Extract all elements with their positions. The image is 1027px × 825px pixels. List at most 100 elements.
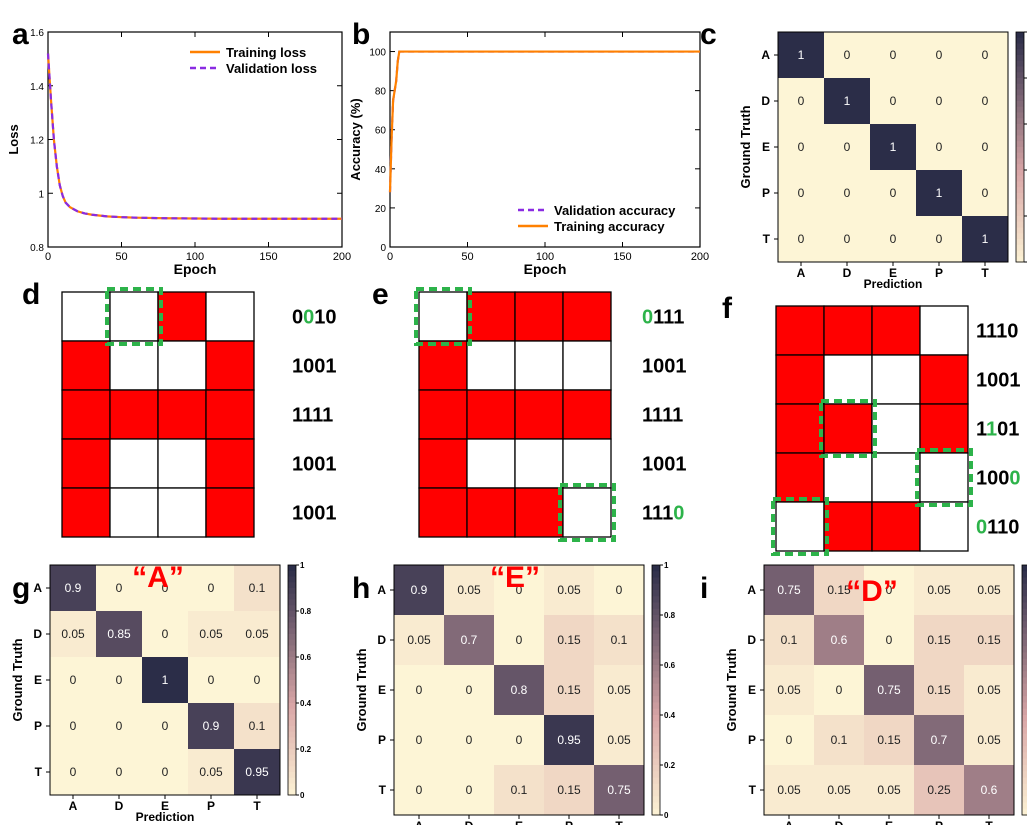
heat-cell: [814, 615, 864, 665]
grid-cell-off: [157, 487, 207, 538]
colorbar-step: [288, 703, 296, 710]
row-code-digit: 0: [314, 454, 325, 476]
heat-cell: [188, 749, 234, 795]
colorbar-tick-label: 0.2: [300, 745, 312, 754]
heat-cell: [964, 715, 1014, 765]
heat-cell-value: 0.9: [411, 583, 428, 597]
heat-cell: [544, 615, 594, 665]
x-tick-label: 0: [387, 251, 393, 263]
heat-cell: [870, 216, 916, 262]
y-category-label: A: [377, 583, 386, 597]
heat-cell-value: 0: [116, 673, 123, 687]
heat-cell: [96, 749, 142, 795]
heat-cell-value: 0: [836, 683, 843, 697]
heat-cell-value: 0: [798, 140, 805, 154]
row-code-digit: 0: [314, 356, 325, 378]
heat-cell: [234, 611, 280, 657]
grid-cell-off: [514, 438, 564, 489]
colorbar-step: [288, 576, 296, 583]
heat-cell: [864, 715, 914, 765]
heat-cell-value: 0.15: [927, 683, 951, 697]
y-axis-label: Accuracy (%): [348, 98, 363, 180]
heat-cell-value: 0.05: [877, 783, 901, 797]
heat-cell-value: 0: [982, 186, 989, 200]
colorbar-step: [1016, 175, 1024, 183]
colorbar-step: [652, 571, 660, 579]
heat-cell: [544, 765, 594, 815]
grid-cell-on: [562, 389, 612, 440]
y-tick-label: 1.2: [30, 136, 44, 147]
heat-cell-value: 0: [416, 733, 423, 747]
grid-cell-off: [418, 291, 468, 342]
y-tick-label: 0: [380, 243, 386, 254]
heat-cell: [964, 565, 1014, 615]
heatmap-g: 0.9 0 0 0 0.1 0.05 0.85 0 0.05 0.05 0 0 1 0 0 0 0 0 0.9 0.1…: [10, 561, 312, 824]
heat-cell-value: 0: [844, 232, 851, 246]
grid-cell-off: [871, 354, 921, 405]
heat-cell: [142, 657, 188, 703]
colorbar-step: [652, 577, 660, 585]
grid-cell-on: [871, 305, 921, 356]
heat-cell: [394, 665, 444, 715]
legend-label-0: Validation accuracy: [554, 203, 676, 218]
heat-cell: [764, 715, 814, 765]
colorbar-step: [1022, 596, 1027, 604]
colorbar-tick-label: 0.8: [300, 607, 312, 616]
heat-cell: [50, 565, 96, 611]
colorbar-step: [1022, 671, 1027, 679]
heat-cell: [914, 715, 964, 765]
heat-cell-value: 0: [982, 94, 989, 108]
y-tick-label: 1.6: [30, 28, 44, 39]
heatmap-i: 0.75 0.15 0 0.05 0.05 0.1 0.6 0 0.15 0.15 0.05 0 0.7…: [724, 564, 1027, 825]
colorbar-step: [652, 615, 660, 622]
row-code-digit: 1: [1009, 370, 1020, 392]
heat-cell-value: 0.75: [877, 683, 901, 697]
heat-cell-value: 0.05: [245, 627, 269, 641]
colorbar-step: [288, 651, 296, 658]
heat-cell-value: 0.05: [977, 733, 1001, 747]
colorbar-tick-label: 0.2: [664, 761, 676, 770]
heat-cell-value: 0.05: [557, 583, 581, 597]
heat-cell-value: 0.15: [557, 633, 581, 647]
colorbar-step: [652, 808, 660, 816]
heat-cell-value: 0.15: [877, 733, 901, 747]
heat-cell-value: 1: [798, 48, 805, 62]
y-category-label: P: [748, 733, 756, 747]
colorbar-step: [1022, 658, 1027, 666]
row-code: 1001: [976, 370, 1021, 392]
row-code: 1001: [292, 356, 337, 378]
heat-cell: [870, 32, 916, 78]
colorbar-step: [652, 783, 660, 791]
colorbar-step: [1016, 124, 1024, 131]
row-code-digit: 0: [673, 503, 684, 525]
row-code: 1110: [976, 321, 1018, 343]
heat-cell-value: 0.1: [511, 783, 528, 797]
heat-cell-value: 0.7: [931, 733, 948, 747]
grid-cell-off: [466, 438, 516, 489]
y-tick-label: 1.4: [30, 82, 44, 93]
x-category-label: P: [935, 819, 943, 825]
colorbar-step: [288, 588, 296, 595]
colorbar-step: [1016, 112, 1024, 119]
grid-cell-on: [775, 305, 825, 356]
grid-cell-on: [61, 487, 111, 538]
colorbar-step: [1016, 60, 1024, 68]
row-code-digit: 1: [986, 419, 997, 441]
heat-cell: [962, 216, 1008, 262]
colorbar-step: [1016, 89, 1024, 96]
colorbar-step: [288, 657, 296, 664]
heat-cell-value: 0.05: [457, 583, 481, 597]
row-code-digit: 1: [662, 405, 673, 427]
row-code-digit: 1: [986, 321, 997, 343]
colorbar-step: [1016, 256, 1024, 263]
colorbar-step: [1022, 583, 1027, 591]
colorbar-step: [288, 599, 296, 606]
colorbar-step: [1016, 106, 1024, 114]
x-category-label: P: [207, 799, 215, 813]
row-code-digit: 1: [302, 405, 313, 427]
heat-cell-value: 0.05: [607, 733, 631, 747]
heat-cell: [50, 749, 96, 795]
heat-cell-value: 0.9: [203, 719, 220, 733]
heat-cell: [962, 170, 1008, 216]
heat-cell-value: 0: [890, 94, 897, 108]
